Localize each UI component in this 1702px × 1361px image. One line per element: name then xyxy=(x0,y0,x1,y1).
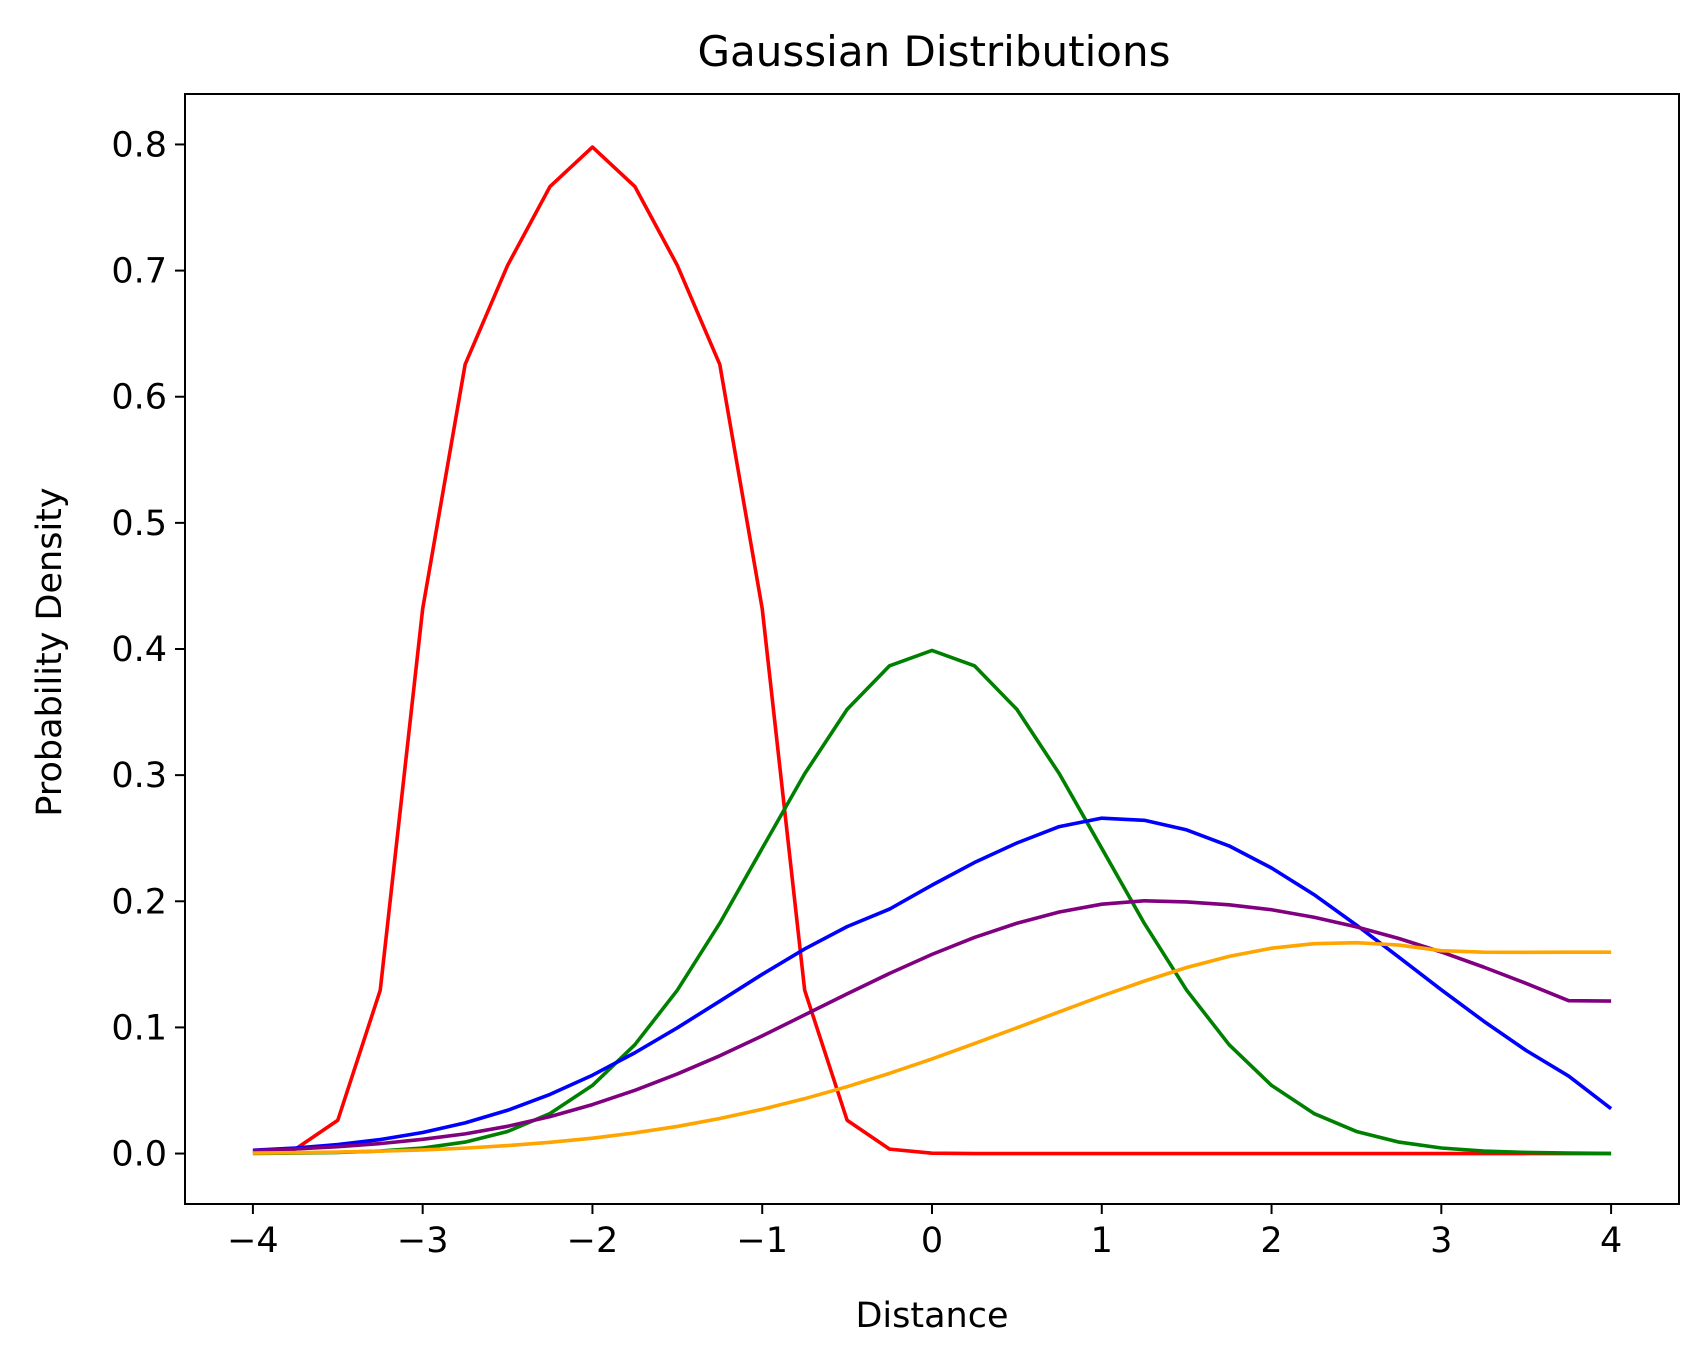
y-axis-ticks: 0.0 0.1 0.2 0.3 0.4 0.5 0.6 0.7 0.8 xyxy=(111,125,185,1175)
x-tick-label: 1 xyxy=(1091,1221,1113,1261)
x-tick-label: 4 xyxy=(1600,1221,1622,1261)
x-tick-label: −1 xyxy=(736,1221,788,1261)
x-tick-label: −3 xyxy=(397,1221,449,1261)
x-axis-ticks: −4 −3 −2 −1 0 1 2 3 4 xyxy=(227,1204,1622,1261)
y-axis-label: Probability Density xyxy=(30,487,70,816)
y-tick-label: 0.3 xyxy=(111,756,167,796)
y-tick-label: 0.1 xyxy=(111,1008,167,1048)
y-tick-label: 0.7 xyxy=(111,252,167,292)
y-tick-label: 0.2 xyxy=(111,882,167,922)
y-tick-label: 0.6 xyxy=(111,378,167,418)
series-layer xyxy=(252,145,1613,1156)
series-line-5 xyxy=(252,940,1612,1155)
x-tick-label: −2 xyxy=(567,1221,619,1261)
series-line-1 xyxy=(252,145,1612,1156)
y-tick-label: 0.0 xyxy=(111,1135,167,1175)
y-tick-label: 0.5 xyxy=(111,504,167,544)
y-tick-label: 0.8 xyxy=(111,125,167,165)
chart-title: Gaussian Distributions xyxy=(698,27,1171,76)
series-line-2 xyxy=(252,648,1612,1156)
series-line-4 xyxy=(252,898,1612,1153)
series-line-3 xyxy=(252,816,1613,1153)
x-tick-label: 2 xyxy=(1260,1221,1282,1261)
x-tick-label: −4 xyxy=(227,1221,279,1261)
x-tick-label: 0 xyxy=(921,1221,943,1261)
y-tick-label: 0.4 xyxy=(111,630,167,670)
x-tick-label: 3 xyxy=(1430,1221,1452,1261)
x-axis-label: Distance xyxy=(855,1296,1008,1336)
